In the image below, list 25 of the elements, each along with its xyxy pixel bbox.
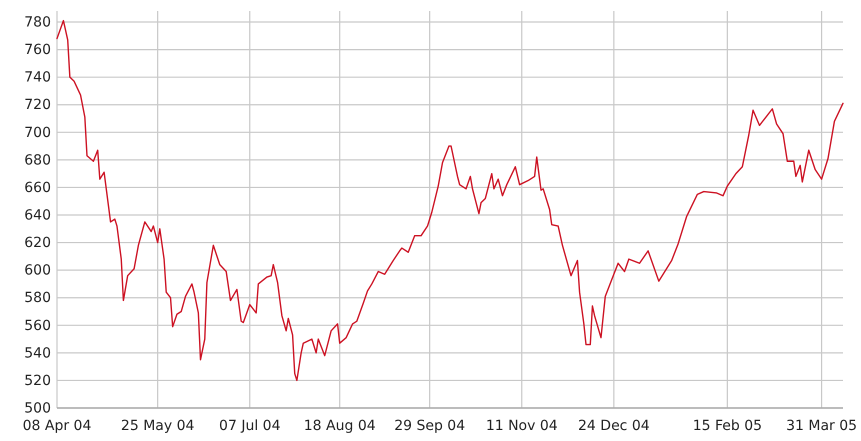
x-tick-label: 24 Dec 04 [578,418,650,434]
y-tick-label: 540 [24,345,51,362]
y-tick-label: 600 [24,262,51,279]
x-tick-label: 15 Feb 05 [692,418,762,434]
x-tick-label: 08 Apr 04 [22,418,92,434]
y-tick-label: 760 [24,42,51,58]
y-tick-label: 780 [24,14,51,31]
y-tick-label: 700 [24,124,51,141]
y-tick-label: 500 [24,400,51,416]
x-tick-label: 11 Nov 04 [486,418,558,434]
y-tick-label: 640 [24,207,51,224]
y-tick-label: 560 [24,318,51,334]
x-tick-label: 31 Mar 05 [786,418,858,434]
y-tick-label: 680 [24,152,51,168]
y-tick-label: 720 [24,97,51,114]
line-series [56,20,844,382]
x-tick-label: 07 Jul 04 [219,418,281,434]
y-tick-label: 660 [24,180,51,196]
x-tick-label: 29 Sep 04 [394,418,466,434]
y-tick-label: 620 [24,235,51,252]
y-tick-label: 740 [24,70,51,86]
x-tick-label: 18 Aug 04 [304,418,376,434]
x-tick-label: 25 May 04 [120,418,194,434]
y-tick-label: 580 [24,290,51,306]
y-tick-label: 520 [24,372,51,389]
